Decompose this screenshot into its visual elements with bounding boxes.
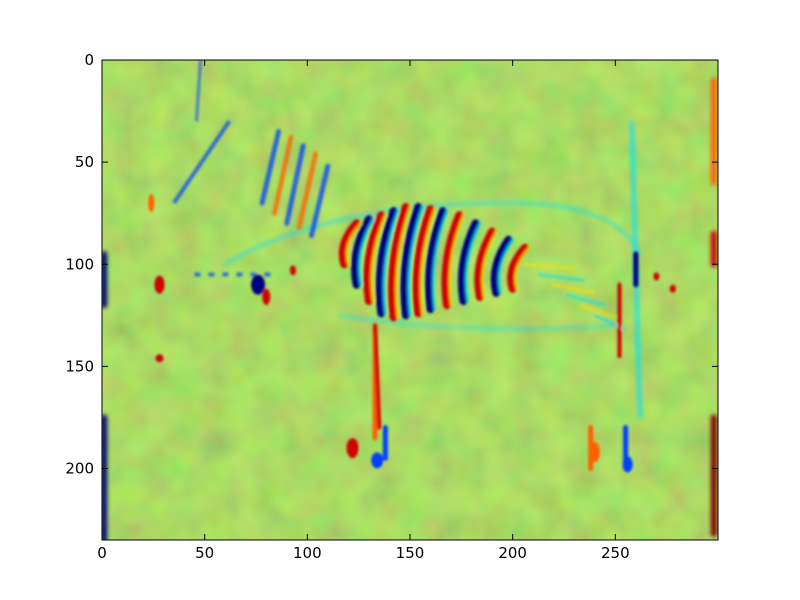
hoof-feature [589, 442, 600, 463]
heatmap-plot-area [102, 60, 718, 540]
neck-stripe [284, 143, 306, 226]
body-stripe-halo [406, 205, 424, 317]
grass-blob [653, 272, 660, 281]
body-stripe-halo [345, 221, 363, 266]
body-stripe-halo [480, 230, 498, 299]
head-feature [172, 120, 231, 205]
x-tick-label: 0 [97, 544, 107, 562]
body-stripe [441, 211, 464, 310]
grass-blob [289, 265, 296, 276]
body-stripe [400, 203, 423, 320]
body-stripe-halo [513, 246, 531, 291]
body-stripe-halo [370, 213, 387, 303]
neck-stripe [259, 128, 282, 206]
grass-blob [155, 354, 164, 363]
body-stripe-halo [382, 209, 400, 315]
rump-stripe [522, 262, 575, 270]
body-stripe-halo [464, 221, 482, 303]
body-stripe-halo [419, 207, 437, 315]
body-stripe [490, 235, 513, 297]
head-feature [251, 274, 266, 295]
grass-blob [154, 275, 165, 294]
stripe-features [148, 60, 676, 473]
y-tick-label: 50 [75, 153, 94, 171]
body-stripe [412, 205, 435, 318]
rump-stripe [565, 293, 606, 307]
neck-stripe [296, 151, 319, 230]
hoof-feature [622, 456, 633, 473]
head-feature [194, 60, 203, 122]
front-leg-red [373, 323, 382, 430]
x-tick-label: 250 [601, 544, 630, 562]
x-axis: 0 50 100 150 200 250 [97, 60, 630, 562]
body-stripe [507, 243, 529, 293]
body-stripe [457, 219, 480, 306]
body-stripe [388, 203, 410, 322]
x-tick-label: 50 [195, 544, 214, 562]
rump-stripe [537, 272, 585, 283]
x-tick-label: 150 [396, 544, 425, 562]
y-tick-label: 0 [84, 51, 94, 69]
head-feature [262, 288, 271, 305]
neck-stripe [271, 135, 294, 216]
x-tick-label: 200 [498, 544, 527, 562]
y-tick-label: 100 [65, 255, 94, 273]
body-stripe [338, 219, 361, 269]
body-stripe-halo [448, 213, 465, 307]
body-outline [224, 201, 642, 266]
body-stripe [425, 207, 447, 314]
grass-blob [669, 284, 676, 293]
body-stripe [363, 211, 386, 306]
body-stripe-halo [431, 209, 449, 311]
x-tick-label: 100 [293, 544, 322, 562]
body-stripe-halo [357, 217, 375, 287]
body-stripe [351, 215, 373, 289]
y-tick-label: 200 [65, 460, 94, 478]
hoof-feature [371, 452, 384, 469]
body-stripe [474, 227, 497, 301]
rump-stripe [551, 283, 596, 295]
y-tick-label: 150 [65, 357, 94, 375]
neck-stripe [308, 163, 331, 239]
body-stripe [375, 207, 398, 318]
heatmap-features [102, 60, 717, 540]
rump-stripe [579, 303, 616, 319]
hoof-feature [346, 438, 359, 459]
y-axis: 0 50 100 150 200 [65, 51, 718, 478]
body-stripe-halo [394, 205, 412, 319]
grass-blob [148, 193, 155, 212]
belly-outline [337, 313, 616, 331]
body-stripe-halo [497, 238, 515, 295]
